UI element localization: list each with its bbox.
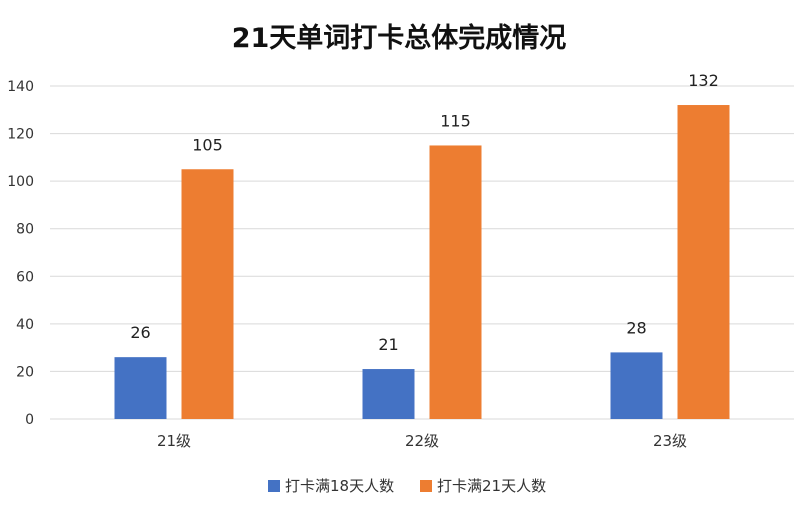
legend-swatch <box>268 480 280 492</box>
data-label: 115 <box>440 111 471 130</box>
y-tick-label: 40 <box>16 317 34 333</box>
gridlines <box>50 85 794 420</box>
bar <box>429 145 482 419</box>
y-tick-label: 60 <box>16 269 34 285</box>
bar <box>362 369 415 419</box>
bar <box>610 352 663 419</box>
y-tick-label: 100 <box>7 174 34 190</box>
legend-label: 打卡满21天人数 <box>437 477 546 495</box>
bar <box>181 169 234 419</box>
data-label: 105 <box>192 135 223 154</box>
bars <box>114 105 730 420</box>
data-label: 26 <box>130 323 150 342</box>
chart-title: 21天单词打卡总体完成情况 <box>232 22 567 54</box>
legend-label: 打卡满18天人数 <box>285 477 394 495</box>
y-axis-ticks: 0 20 40 60 80 100 120 140 <box>7 79 34 428</box>
y-tick-label: 0 <box>25 412 34 428</box>
x-category-label: 22级 <box>405 432 439 450</box>
x-category-label: 21级 <box>157 432 191 450</box>
data-label: 21 <box>378 335 398 354</box>
data-label: 28 <box>626 318 646 337</box>
legend: 打卡满18天人数 打卡满21天人数 <box>268 477 546 495</box>
x-category-label: 23级 <box>653 432 687 450</box>
y-tick-label: 120 <box>7 127 34 143</box>
legend-swatch <box>420 480 432 492</box>
bar <box>677 105 730 420</box>
data-labels: 26 105 21 115 28 132 <box>130 71 718 354</box>
y-tick-label: 80 <box>16 222 34 238</box>
x-axis-categories: 21级 22级 23级 <box>157 432 687 450</box>
bar <box>114 357 167 419</box>
y-tick-label: 20 <box>16 364 34 380</box>
y-tick-label: 140 <box>7 79 34 95</box>
data-label: 132 <box>688 71 719 90</box>
